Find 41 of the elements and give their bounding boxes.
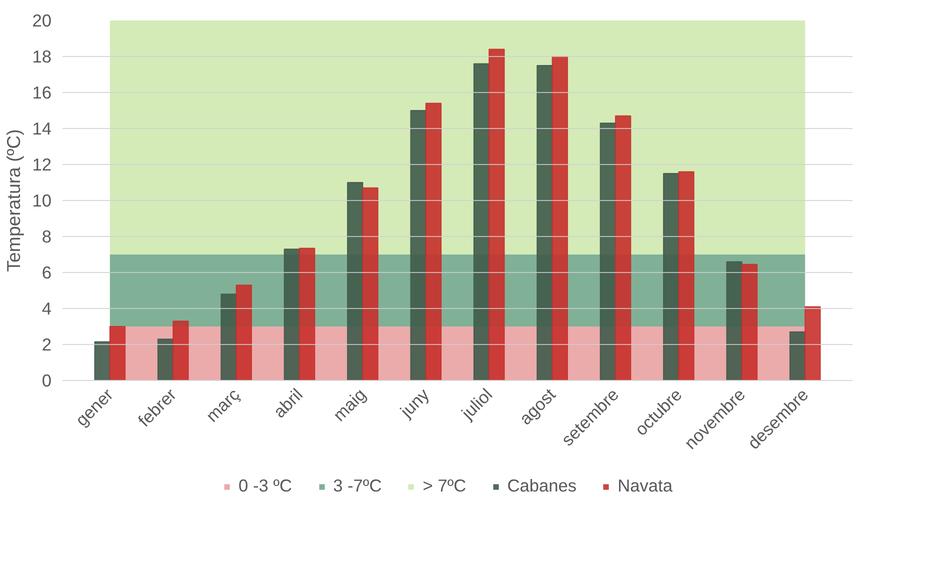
legend-label: Navata	[618, 476, 672, 496]
bar	[536, 65, 553, 380]
bar	[109, 326, 126, 380]
y-tick-label: 12	[32, 154, 52, 174]
bar	[299, 248, 316, 380]
bar	[347, 182, 364, 380]
bar	[157, 338, 174, 380]
bar	[552, 56, 568, 380]
legend-label: 0 -3 ºC	[238, 476, 292, 496]
bar	[615, 115, 632, 380]
bar	[663, 173, 680, 380]
y-axis-title: Temperatura (ºC)	[3, 129, 24, 272]
y-tick-label: 18	[32, 46, 52, 66]
y-tick-label: 20	[32, 10, 52, 30]
bar	[726, 261, 742, 380]
y-tick-label: 14	[32, 118, 52, 138]
bar	[473, 63, 490, 380]
legend-label: 3 -7ºC	[333, 476, 382, 496]
bar	[600, 122, 616, 380]
bar	[741, 264, 758, 380]
bar	[789, 331, 806, 380]
legend-label: Cabanes	[507, 476, 577, 496]
y-tick-label: 4	[42, 298, 52, 318]
y-tick-label: 6	[42, 262, 52, 282]
bar	[678, 171, 694, 380]
bar	[94, 341, 110, 380]
y-tick-label: 10	[32, 190, 52, 210]
bar	[410, 110, 426, 380]
bar	[284, 248, 300, 380]
bar	[220, 294, 237, 380]
bar	[425, 102, 442, 380]
bar	[488, 48, 505, 380]
y-tick-label: 16	[32, 82, 52, 102]
y-tick-label: 8	[42, 226, 52, 246]
bar	[236, 284, 252, 380]
y-tick-label: 2	[42, 334, 52, 354]
bar	[172, 320, 189, 380]
legend-label: > 7ºC	[422, 476, 466, 496]
bar	[362, 187, 378, 380]
bar	[804, 306, 821, 380]
y-tick-label: 0	[42, 370, 52, 390]
